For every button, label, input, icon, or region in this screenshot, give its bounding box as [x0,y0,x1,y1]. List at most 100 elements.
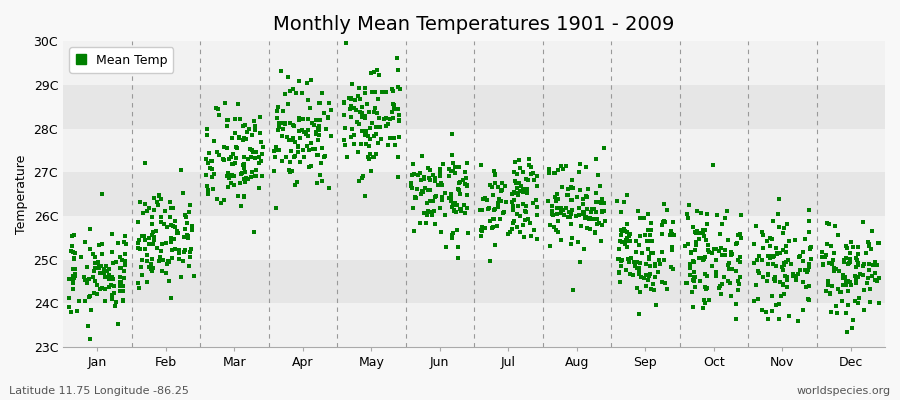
Point [310,136,325,143]
Point [358,127,373,134]
Point [687,274,701,280]
Point [496,210,510,216]
Point [272,120,286,126]
Point [366,154,381,160]
Point [756,232,770,238]
Point [519,186,534,192]
Point [158,270,173,276]
Point [731,278,745,285]
Point [828,266,842,272]
Point [433,166,447,172]
Point [518,234,532,240]
Point [221,117,236,124]
Point [301,116,315,122]
Point [695,229,709,236]
Point [698,237,713,243]
Point [796,278,810,285]
Point [620,234,634,241]
Point [778,224,792,231]
Point [474,207,489,214]
Point [141,235,156,242]
Point [239,129,254,136]
Point [556,206,571,213]
Point [648,263,662,270]
Point [435,182,449,188]
Point [444,198,458,204]
Point [760,309,774,315]
Point [869,262,884,268]
Point [417,173,431,180]
Point [430,182,445,189]
Point [510,203,525,210]
Point [638,261,652,267]
Point [561,186,575,192]
Point [688,246,703,253]
Point [300,143,314,149]
Point [318,154,332,160]
Point [429,193,444,200]
Point [564,210,579,217]
Point [680,240,695,247]
Point [409,195,423,202]
Point [571,239,585,246]
Point [802,282,816,289]
Point [392,118,407,124]
Point [292,128,306,134]
Point [90,281,104,288]
Point [734,234,748,241]
Point [140,252,154,258]
Point [619,238,634,244]
Point [682,202,697,208]
Point [280,134,294,140]
Point [97,269,112,276]
Point [247,229,261,235]
Point [309,129,323,135]
Point [797,266,812,273]
Point [337,112,351,118]
Point [94,241,109,247]
Point [563,184,578,190]
Point [459,192,473,198]
Point [626,258,641,265]
Point [386,88,400,94]
Point [768,278,782,284]
Point [577,210,591,216]
Point [175,167,189,174]
Point [616,226,631,233]
Point [563,196,578,203]
Point [731,231,745,238]
Point [220,144,234,151]
Point [750,223,764,230]
Point [309,116,323,123]
Point [295,116,310,123]
Point [130,280,145,286]
Point [598,218,612,224]
Point [839,277,853,284]
Point [775,264,789,270]
Point [275,158,290,165]
Point [355,109,369,116]
Point [688,241,703,248]
Point [804,245,818,251]
Point [542,166,556,172]
Point [491,203,506,210]
Point [591,198,606,205]
Point [347,141,362,147]
Point [392,117,406,124]
Point [856,219,870,226]
Point [686,258,700,264]
Point [106,276,121,282]
Point [291,149,305,155]
Point [131,285,146,291]
Point [112,321,126,328]
Point [226,161,240,167]
Point [864,246,878,252]
Point [756,244,770,251]
Point [841,302,855,308]
Point [612,256,626,262]
Point [474,224,489,230]
Point [238,175,253,181]
Point [787,271,801,277]
Point [381,121,395,128]
Point [164,235,178,241]
